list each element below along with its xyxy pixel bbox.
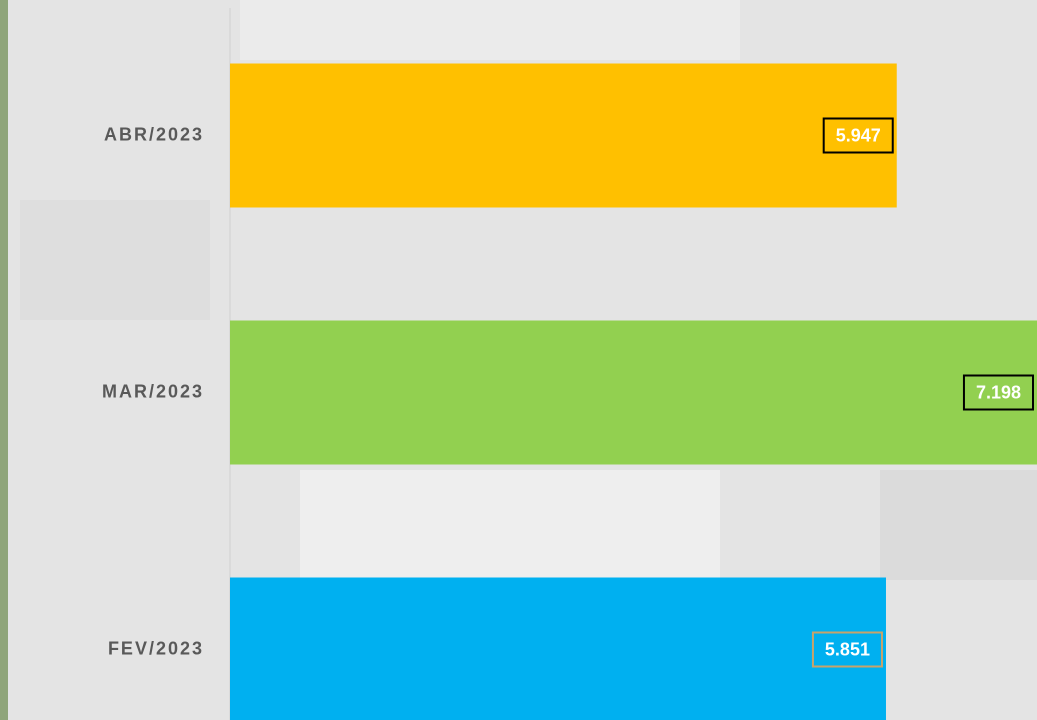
y-tick-label: ABR/2023 xyxy=(104,124,204,144)
y-tick-label: MAR/2023 xyxy=(102,381,204,401)
chart: ABR/2023 5.947 MAR/2023 7.198 FEV/2023 5.851 xyxy=(0,0,1037,720)
bar xyxy=(230,321,1037,465)
data-label: 5.851 xyxy=(825,639,870,659)
bar xyxy=(230,64,897,208)
bar xyxy=(230,578,886,720)
background-patch xyxy=(300,470,720,580)
background-patch xyxy=(20,200,210,320)
data-label: 5.947 xyxy=(836,125,881,145)
edge-strip xyxy=(0,0,8,720)
background-patch xyxy=(880,470,1037,580)
y-tick-label: FEV/2023 xyxy=(108,638,204,658)
data-label: 7.198 xyxy=(976,382,1021,402)
background-patch xyxy=(240,0,740,60)
